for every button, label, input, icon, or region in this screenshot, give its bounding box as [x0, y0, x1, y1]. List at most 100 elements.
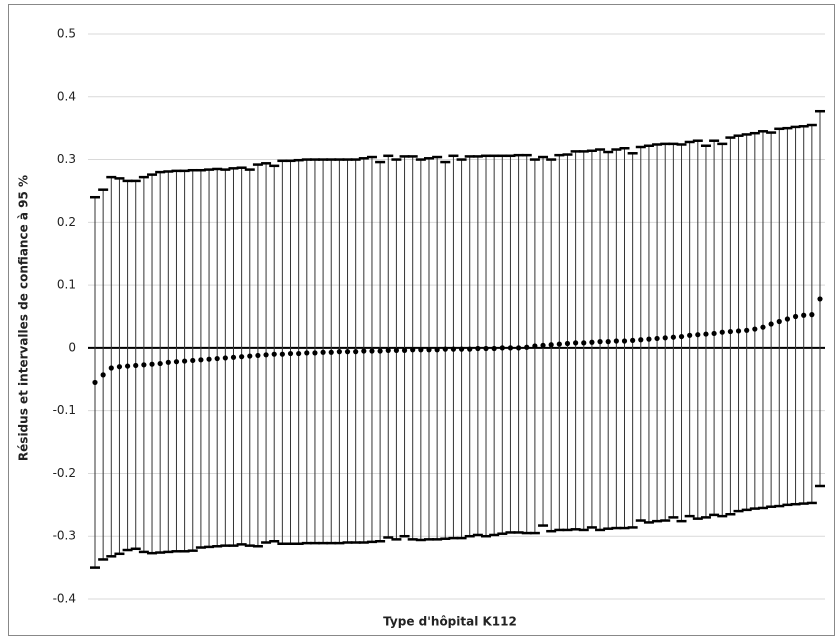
point	[605, 339, 611, 345]
point	[695, 332, 701, 338]
point	[361, 348, 367, 354]
point	[198, 357, 204, 363]
point	[336, 349, 342, 355]
point	[369, 348, 375, 354]
point	[776, 318, 782, 325]
point	[116, 364, 123, 370]
point	[532, 343, 538, 349]
point	[703, 331, 709, 337]
y-tick-label: 0.1	[57, 278, 76, 292]
point	[287, 350, 294, 357]
point	[727, 328, 733, 335]
point	[222, 355, 228, 361]
point	[157, 360, 163, 367]
point	[385, 347, 391, 353]
point	[182, 358, 188, 364]
point	[190, 357, 196, 364]
point	[817, 296, 823, 302]
point	[239, 354, 245, 360]
point	[735, 328, 742, 334]
point	[744, 327, 750, 333]
point	[304, 350, 310, 356]
y-tick-label: -0.1	[53, 403, 76, 417]
point	[597, 339, 603, 345]
point	[589, 339, 595, 345]
point	[410, 347, 416, 353]
point	[124, 363, 131, 369]
point	[393, 347, 400, 353]
point	[768, 321, 774, 327]
point	[149, 361, 155, 367]
point	[581, 340, 587, 346]
point	[564, 340, 571, 347]
point	[401, 347, 408, 353]
point	[255, 352, 261, 359]
point	[206, 356, 212, 362]
y-tick-label: 0.3	[57, 152, 76, 166]
point	[573, 340, 579, 346]
y-tick-label: 0	[68, 340, 76, 354]
point	[344, 349, 351, 355]
point	[418, 347, 424, 353]
point	[719, 329, 725, 335]
point	[165, 359, 171, 365]
point	[108, 365, 114, 371]
point	[760, 324, 766, 330]
point	[792, 313, 799, 320]
point	[711, 330, 717, 337]
point	[638, 337, 644, 343]
point	[556, 341, 562, 347]
point	[230, 354, 237, 360]
point	[809, 312, 815, 318]
point	[687, 332, 693, 338]
y-axis-title: Résidus et intervalles de confiance à 95…	[17, 175, 31, 461]
point	[483, 345, 489, 352]
point	[670, 334, 676, 340]
point	[426, 347, 432, 353]
point	[524, 344, 530, 350]
point	[214, 355, 220, 362]
chart-frame	[8, 4, 835, 636]
y-tick-label: -0.4	[53, 592, 76, 606]
x-axis-title: Type d'hôpital K112	[383, 615, 517, 629]
point	[467, 346, 473, 352]
point	[133, 362, 139, 369]
point	[678, 333, 685, 340]
point	[247, 353, 253, 359]
point	[475, 345, 481, 352]
point	[499, 345, 505, 351]
point	[442, 346, 448, 352]
point	[271, 351, 277, 357]
point	[353, 349, 359, 355]
y-tick-label: -0.3	[53, 529, 76, 543]
point	[312, 350, 318, 356]
point	[450, 346, 457, 352]
point	[613, 338, 619, 344]
point	[279, 351, 285, 357]
point	[296, 350, 302, 357]
point	[621, 338, 628, 344]
point	[540, 342, 546, 348]
point	[263, 352, 269, 358]
point	[630, 337, 636, 343]
point	[328, 349, 334, 355]
point	[801, 312, 807, 318]
point	[173, 359, 180, 365]
y-tick-label: 0.5	[57, 27, 76, 41]
y-tick-label: -0.2	[53, 466, 76, 480]
y-tick-label: 0.4	[57, 89, 76, 103]
point	[141, 362, 147, 368]
point	[491, 345, 497, 352]
point	[654, 335, 660, 342]
point	[377, 348, 383, 354]
point	[662, 335, 668, 341]
point	[646, 336, 652, 342]
point	[92, 379, 98, 386]
point	[320, 349, 326, 355]
point	[100, 372, 106, 378]
point	[784, 316, 791, 322]
y-tick-label: 0.2	[57, 215, 76, 229]
point	[434, 347, 440, 353]
point	[752, 326, 758, 332]
